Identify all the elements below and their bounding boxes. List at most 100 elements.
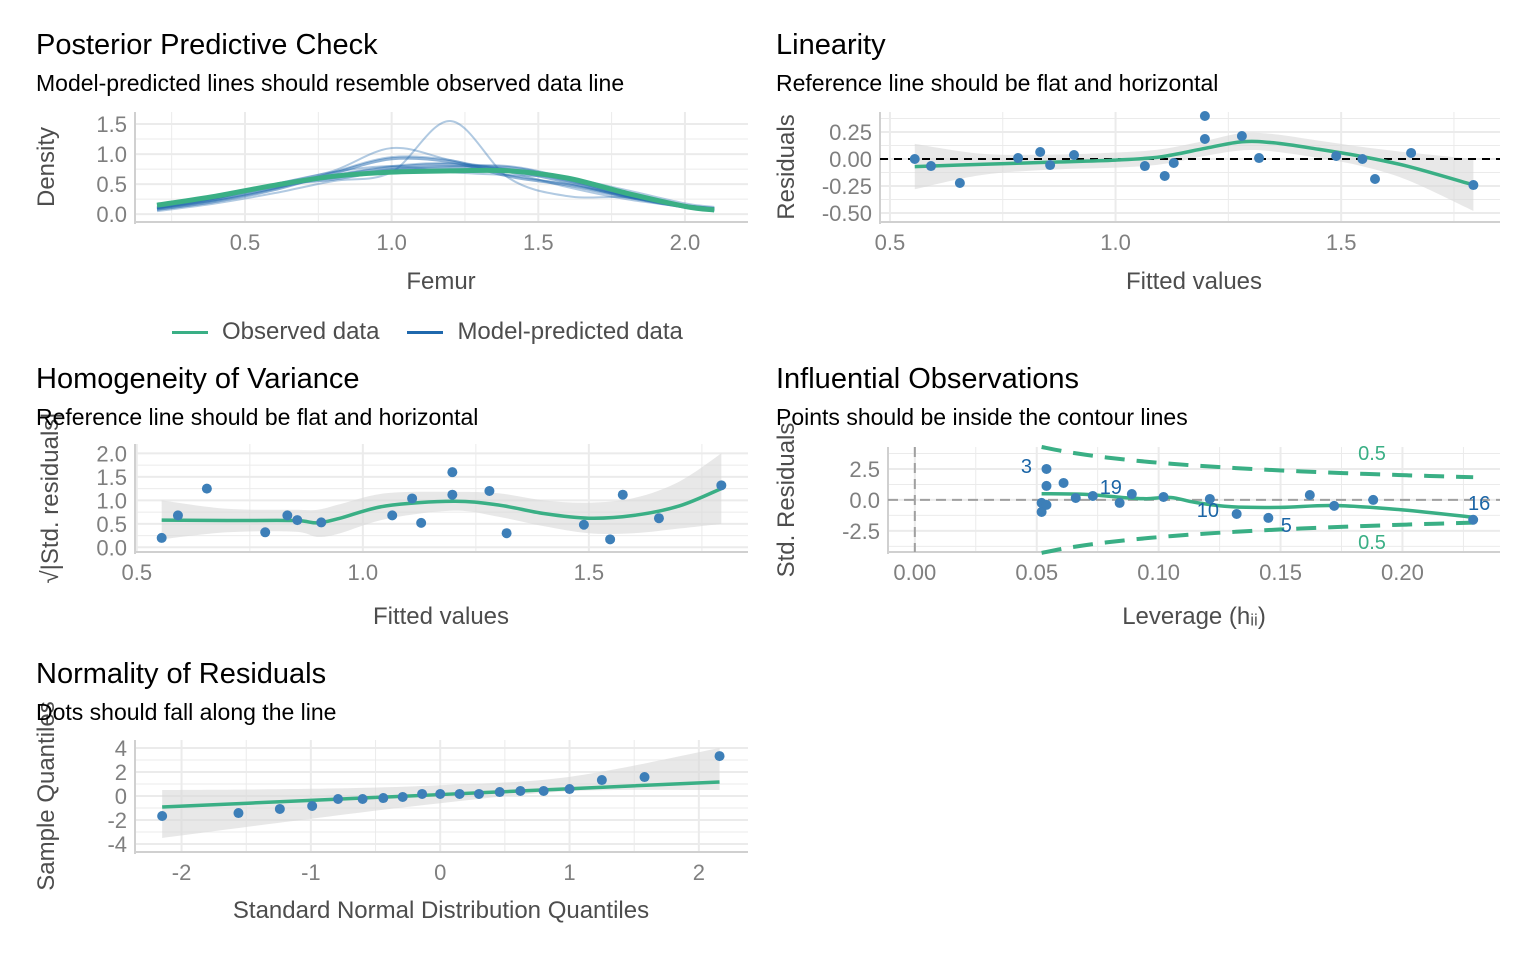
data-point [201,483,212,494]
data-point [1304,489,1315,500]
data-point [416,517,427,528]
data-point [1041,480,1052,491]
cook-contour-upper [1041,445,1474,480]
data-point [417,788,428,799]
panel-title-ppc: Posterior Predictive Check [36,29,378,61]
y-tick-label: 4 [115,736,127,761]
data-point [357,793,368,804]
data-point [1070,492,1081,503]
data-point [954,177,965,188]
legend-label-predicted: Model-predicted data [457,318,683,345]
y-tick-label: -0.25 [822,174,872,199]
cook-contour-lower [1041,520,1474,555]
data-point [1231,508,1242,519]
data-point [578,519,589,530]
data-point [1158,491,1169,502]
x-axis-title: Fitted values [1126,268,1262,295]
panel-subtitle-linearity: Reference line should be flat and horizo… [776,70,1219,96]
point-label: 10 [1197,500,1219,522]
legend-item-observed: Observed data [172,318,379,346]
data-point [1045,160,1056,171]
data-point [172,510,183,521]
data-point [1041,463,1052,474]
y-tick-label: 0.0 [96,202,127,227]
y-tick-label: 2.5 [849,457,880,482]
data-point [447,467,458,478]
y-tick-label: 1.0 [96,142,127,167]
data-point [474,788,485,799]
data-point [617,489,628,500]
data-point [1087,490,1098,501]
point-label: 16 [1468,493,1490,515]
y-tick-label: -4 [107,832,127,857]
y-tick-label: 0.5 [96,172,127,197]
x-tick-label: 1 [563,860,575,885]
data-point [387,510,398,521]
data-point [274,803,285,814]
panel-subtitle-homogeneity: Reference line should be flat and horizo… [36,404,479,430]
data-point [435,788,446,799]
x-tick-label: 0.15 [1259,560,1302,585]
data-point [1114,497,1125,508]
x-tick-label: 0 [434,860,446,885]
data-point [156,532,167,543]
data-point [639,772,650,783]
data-point [515,785,526,796]
data-point [1041,499,1052,510]
data-point [333,793,344,804]
x-tick-label: 1.0 [376,230,407,255]
loess-smooth-line [161,486,723,525]
data-point [1370,173,1381,184]
x-tick-label: 0.5 [875,230,906,255]
panel-title-influential: Influential Observations [776,363,1080,395]
data-point [1036,506,1047,517]
data-point [233,808,244,819]
data-point [1368,494,1379,505]
y-tick-label: 0.25 [829,120,872,145]
data-point [282,510,293,521]
y-axis-title: Std. Residuals [773,423,800,578]
data-point [1406,147,1417,158]
x-tick-label: 0.00 [893,560,936,585]
panel-2: 0.5 1.0 1.5 -0.50-0.250.000.25 Fitted values… [773,110,1500,295]
data-point [605,534,616,545]
data-point [1035,146,1046,157]
data-point [407,493,418,504]
y-axis-title: √|Std. residuals| [37,412,64,583]
data-point [1159,170,1170,181]
data-point [925,161,936,172]
data-point [1331,150,1342,161]
data-point [653,513,664,524]
y-tick-label: -2 [107,808,127,833]
y-tick-label: 1.5 [96,465,127,490]
confidence-band [161,453,722,540]
data-point [260,527,271,538]
x-tick-label: 1.0 [348,560,379,585]
x-tick-label: 1.0 [1100,230,1131,255]
y-tick-label: -0.50 [822,201,872,226]
legend-label-observed: Observed data [222,318,380,345]
y-tick-label: 2.0 [96,441,127,466]
x-tick-label: 0.5 [230,230,261,255]
legend-swatch-observed [172,330,208,334]
data-point [538,785,549,796]
data-point [716,480,727,491]
ppc-legend: Observed data Model-predicted data [172,318,699,346]
data-point [292,515,303,526]
data-point [397,791,408,802]
y-tick-label: -2.5 [842,519,880,544]
data-point [1236,130,1247,141]
x-tick-label: 2 [693,860,705,885]
y-tick-label: 0 [115,784,127,809]
legend-item-predicted: Model-predicted data [407,318,683,346]
data-point [501,528,512,539]
data-point [909,154,920,165]
data-point [157,811,168,822]
y-tick-label: 1.5 [96,112,127,137]
x-axis-title: Fitted values [373,603,509,630]
x-axis-title: Standard Normal Distribution Quantiles [233,897,649,924]
observed-data-line [156,167,715,213]
data-point [1263,512,1274,523]
data-point [1199,134,1210,145]
